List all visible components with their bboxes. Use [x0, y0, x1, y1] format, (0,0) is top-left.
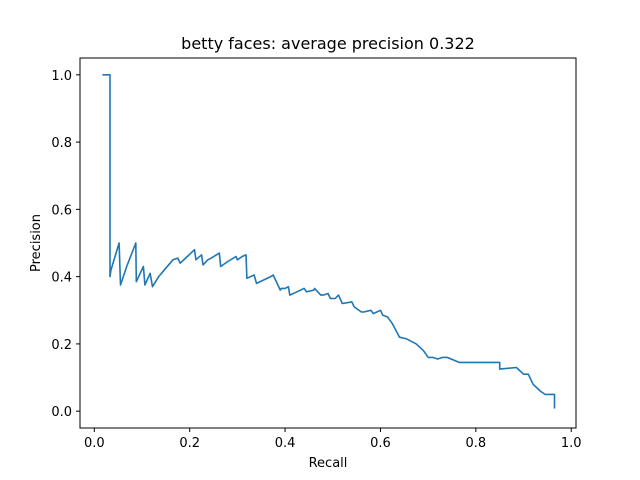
x-tick-label: 0.6 — [370, 436, 391, 451]
x-tick-label: 1.0 — [561, 436, 582, 451]
x-tick-label: 0.8 — [466, 436, 487, 451]
y-axis-label: Precision — [29, 214, 44, 272]
y-tick-label: 0.2 — [51, 338, 72, 353]
y-tick-label: 0.8 — [51, 136, 72, 151]
x-axis-label: Recall — [309, 456, 348, 471]
plot-area — [102, 74, 556, 409]
y-tick-label: 0.0 — [51, 405, 72, 420]
x-tick-label: 0.0 — [84, 436, 105, 451]
axis-ticks: 0.0 0.2 0.4 0.6 0.8 1.0 0.0 0.2 0.4 0.6 0.8 1.0 — [51, 69, 581, 451]
y-tick-label: 0.6 — [51, 203, 72, 218]
axes-frame — [79, 57, 577, 429]
precision-recall-line — [102, 74, 556, 409]
y-tick-label: 1.0 — [51, 69, 72, 84]
y-tick-label: 0.4 — [51, 271, 72, 286]
x-tick-label: 0.2 — [179, 436, 200, 451]
x-tick-label: 0.4 — [275, 436, 296, 451]
chart-title: betty faces: average precision 0.322 — [181, 34, 475, 53]
